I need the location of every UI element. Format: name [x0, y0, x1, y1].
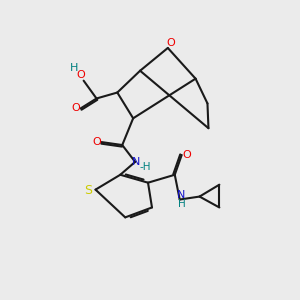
Text: -H: -H [139, 162, 151, 172]
Text: O: O [76, 70, 85, 80]
Text: O: O [167, 38, 175, 48]
Text: O: O [71, 103, 80, 113]
Text: N: N [176, 190, 185, 200]
Text: N: N [132, 157, 140, 167]
Text: O: O [92, 137, 101, 147]
Text: S: S [85, 184, 93, 197]
Text: H: H [178, 200, 186, 209]
Text: H: H [70, 63, 78, 73]
Text: O: O [182, 150, 191, 160]
